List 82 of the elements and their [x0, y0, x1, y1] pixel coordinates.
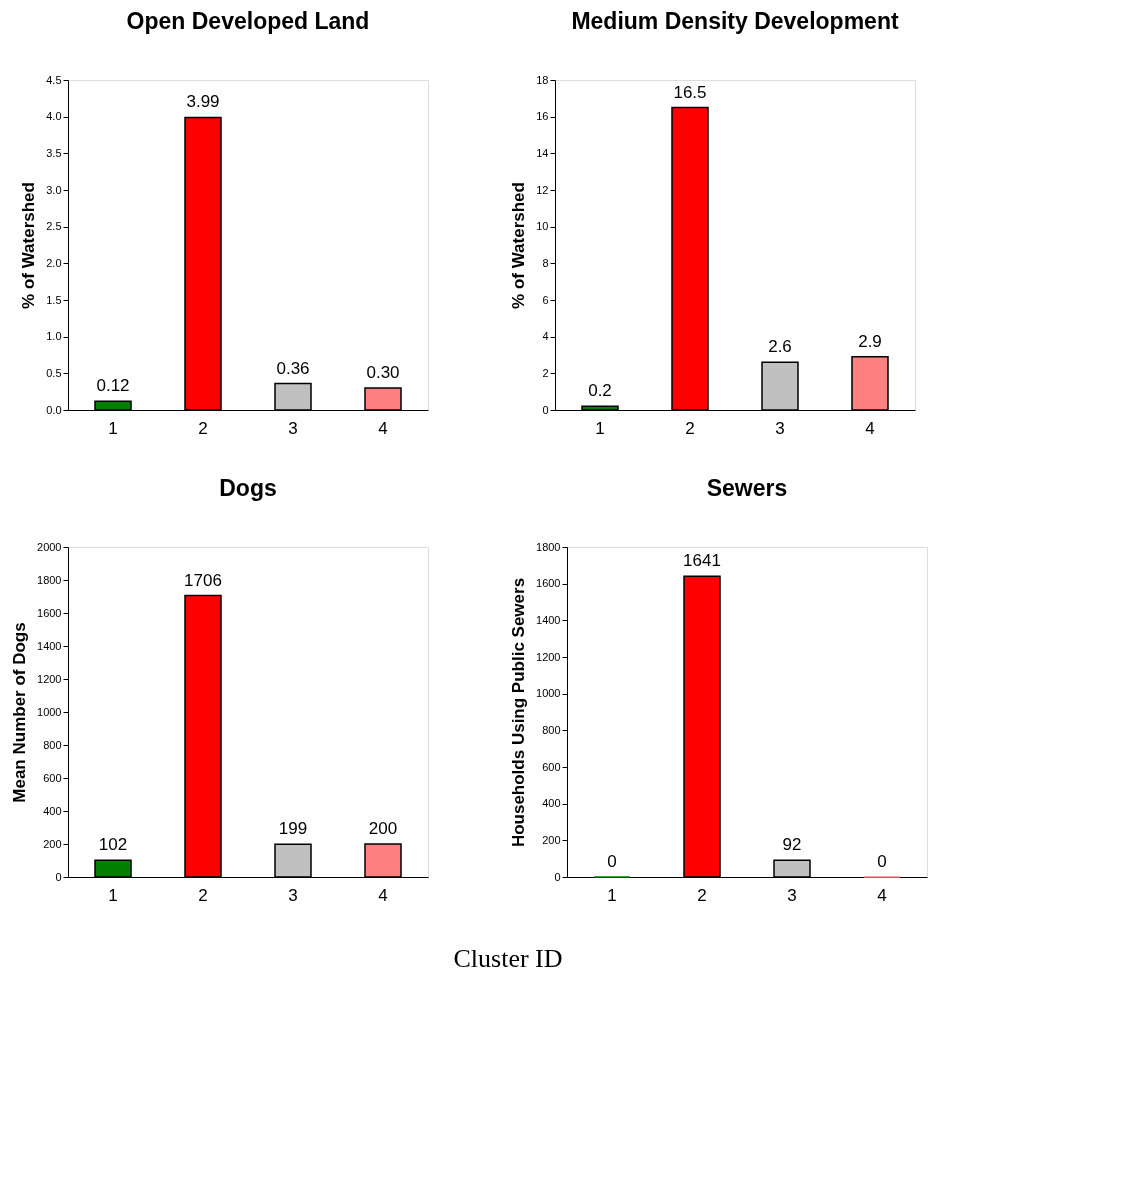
data-label: 0.36 [276, 358, 310, 378]
x-tick-label: 4 [378, 418, 388, 438]
y-tick-label: 200 [43, 837, 62, 850]
x-tick-label: 1 [607, 885, 617, 905]
y-tick-label: 1000 [37, 705, 62, 718]
data-label: 200 [368, 819, 398, 838]
x-tick-label: 1 [108, 885, 118, 905]
y-tick-label: 800 [43, 738, 62, 751]
y-tick-label: 1.0 [46, 330, 62, 343]
y-tick-label: 14 [536, 146, 549, 159]
y-tick-label: 0.0 [46, 403, 62, 416]
x-tick-label: 4 [865, 418, 875, 438]
y-tick-label: 2.5 [46, 220, 62, 233]
data-label: 0.2 [588, 381, 612, 401]
x-tick-label: 2 [685, 418, 695, 438]
chart-title: Medium Density Development [571, 8, 899, 34]
data-label: 102 [98, 835, 128, 855]
y-tick-label: 2 [542, 366, 549, 379]
x-tick-label: 3 [288, 418, 298, 438]
y-tick-label: 200 [542, 833, 561, 846]
y-tick-label: 1.5 [46, 293, 62, 306]
y-tick-label: 1200 [536, 650, 561, 663]
chart-title: Dogs [219, 475, 277, 501]
data-label: 92 [782, 835, 802, 855]
y-tick-label: 2.0 [46, 256, 62, 269]
data-label: 0.30 [366, 363, 400, 382]
y-tick-label: 1800 [536, 540, 561, 553]
y-axis-title: % of Watershed [509, 182, 529, 309]
y-tick-label: 1200 [37, 672, 62, 685]
x-tick-label: 2 [697, 885, 707, 905]
data-label: 2.6 [768, 337, 792, 357]
x-tick-label: 3 [288, 885, 298, 905]
x-tick-label: 2 [198, 885, 208, 905]
y-axis-title: Households Using Public Sewers [509, 577, 529, 848]
y-tick-label: 0 [542, 403, 549, 416]
y-tick-label: 4.5 [46, 73, 62, 86]
data-label: 199 [278, 819, 308, 839]
y-tick-label: 1600 [37, 606, 62, 619]
data-label: 2.9 [858, 331, 882, 351]
y-tick-label: 4 [542, 330, 549, 343]
y-tick-label: 600 [542, 760, 561, 773]
y-tick-label: 18 [536, 73, 549, 86]
x-tick-label: 1 [108, 418, 118, 438]
chart-title: Sewers [706, 475, 788, 501]
y-tick-label: 3.0 [46, 183, 62, 196]
y-tick-label: 12 [536, 183, 549, 196]
y-tick-label: 400 [43, 804, 62, 817]
x-tick-label: 3 [787, 885, 797, 905]
y-tick-label: 4.0 [46, 110, 62, 123]
data-label: 0.12 [96, 376, 130, 396]
x-tick-label: 2 [198, 418, 208, 438]
data-label: 0 [877, 852, 887, 871]
chart-title: Open Developed Land [126, 8, 370, 34]
y-axis-title: % of Watershed [19, 182, 39, 309]
y-tick-label: 0.5 [46, 366, 62, 379]
y-tick-label: 0 [554, 870, 561, 883]
x-tick-label: 3 [775, 418, 785, 438]
y-tick-label: 1800 [37, 573, 62, 586]
y-tick-label: 1000 [536, 687, 561, 700]
y-tick-label: 0 [55, 870, 62, 883]
x-tick-label: 1 [595, 418, 605, 438]
y-tick-label: 6 [542, 293, 549, 306]
y-axis-title: Mean Number of Dogs [10, 622, 30, 803]
y-tick-label: 1400 [536, 613, 561, 626]
x-tick-label: 4 [877, 885, 887, 905]
data-label: 1641 [683, 551, 721, 571]
data-label: 1706 [184, 570, 222, 590]
y-tick-label: 400 [542, 797, 561, 810]
y-tick-label: 600 [43, 771, 62, 784]
y-tick-label: 1400 [37, 639, 62, 652]
y-tick-label: 1600 [536, 577, 561, 590]
y-tick-label: 800 [542, 723, 561, 736]
y-tick-label: 8 [542, 256, 549, 269]
data-label: 0 [607, 852, 617, 871]
data-label: 3.99 [186, 92, 220, 112]
data-label: 16.5 [673, 82, 707, 102]
y-tick-label: 10 [536, 220, 549, 233]
x-tick-label: 4 [378, 885, 388, 905]
y-tick-label: 16 [536, 110, 549, 123]
y-tick-label: 2000 [37, 540, 62, 553]
y-tick-label: 3.5 [46, 146, 62, 159]
text: Cluster ID [453, 944, 563, 973]
